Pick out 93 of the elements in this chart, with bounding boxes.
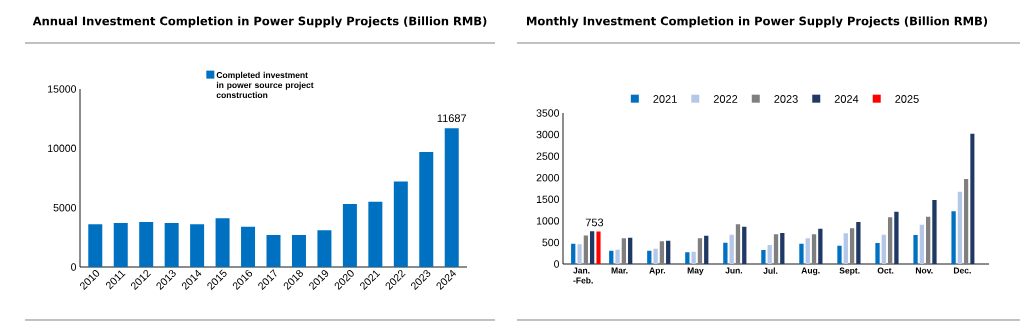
x-tick-label: Nov. bbox=[915, 267, 933, 274]
x-tick-label: Apr. bbox=[649, 267, 666, 276]
bar bbox=[970, 133, 975, 264]
bar bbox=[291, 234, 306, 267]
bar bbox=[368, 201, 383, 267]
legend-label: 2021 bbox=[653, 95, 677, 103]
y-tick-label: 10000 bbox=[48, 144, 77, 153]
bar bbox=[609, 250, 614, 264]
bar bbox=[767, 245, 772, 264]
bar bbox=[926, 216, 931, 264]
bar bbox=[691, 251, 696, 264]
y-tick-label: 1000 bbox=[536, 217, 560, 225]
bar bbox=[919, 224, 924, 264]
bar bbox=[799, 243, 804, 264]
bar bbox=[419, 151, 434, 267]
x-tick-label: Oct. bbox=[877, 267, 894, 274]
bar bbox=[932, 199, 937, 264]
bar bbox=[266, 234, 281, 267]
x-tick-label: Jan. -Feb. bbox=[573, 267, 593, 284]
bar bbox=[843, 233, 848, 264]
x-tick-label: Sept. bbox=[839, 267, 860, 276]
bar bbox=[583, 235, 588, 264]
bar bbox=[957, 191, 963, 264]
bar bbox=[190, 224, 205, 267]
bar bbox=[685, 252, 690, 264]
bar bbox=[818, 228, 823, 264]
x-tick-label: Aug. bbox=[801, 267, 820, 276]
bar bbox=[723, 242, 728, 264]
bar bbox=[729, 234, 734, 264]
bar bbox=[881, 234, 886, 264]
bar bbox=[621, 238, 627, 264]
bar bbox=[849, 228, 855, 264]
bar bbox=[647, 250, 652, 264]
bar bbox=[894, 211, 899, 264]
data-label: 11687 bbox=[437, 114, 467, 123]
chart-title: Monthly Investment Completion in Power Supply Projects (Billion RMB) bbox=[527, 16, 988, 28]
bar bbox=[88, 224, 103, 267]
chart-title: Annual Investment Completion in Power Supply Projects (Billion RMB) bbox=[32, 16, 487, 28]
bar bbox=[780, 232, 785, 264]
bar bbox=[735, 224, 741, 264]
data-label: 753 bbox=[585, 218, 604, 227]
legend-label: Completed investment in power source project construction bbox=[216, 71, 314, 99]
bar bbox=[951, 211, 956, 264]
bar bbox=[317, 230, 332, 267]
bar bbox=[596, 231, 601, 264]
bar bbox=[113, 223, 128, 267]
legend-label: 2025 bbox=[895, 95, 919, 103]
y-tick-label: 3000 bbox=[536, 130, 560, 139]
x-tick-label: Mar. bbox=[611, 267, 628, 274]
bar bbox=[875, 242, 880, 264]
x-tick-label: May bbox=[687, 267, 704, 276]
bar bbox=[139, 221, 154, 267]
legend-label: 2022 bbox=[713, 95, 738, 103]
y-tick-label: 3500 bbox=[536, 109, 560, 117]
legend-label: 2024 bbox=[834, 95, 859, 103]
bar bbox=[628, 237, 633, 264]
bar bbox=[571, 243, 576, 264]
y-tick-label: 0 bbox=[71, 263, 77, 271]
bar bbox=[342, 204, 357, 267]
bar bbox=[887, 217, 893, 264]
y-tick-label: 2000 bbox=[536, 174, 560, 182]
bar bbox=[164, 223, 179, 267]
bar bbox=[444, 128, 459, 267]
bar bbox=[704, 235, 709, 264]
bar bbox=[666, 240, 671, 264]
y-tick-label: 1500 bbox=[536, 195, 560, 204]
bar bbox=[241, 226, 256, 267]
y-tick-label: 5000 bbox=[53, 203, 77, 212]
y-tick-label: 500 bbox=[542, 238, 560, 247]
bar bbox=[589, 231, 595, 264]
bar bbox=[697, 238, 703, 264]
x-tick-label: Dec. bbox=[953, 267, 971, 274]
bar bbox=[761, 249, 766, 264]
bar bbox=[773, 234, 779, 264]
x-tick-label: Jul. bbox=[763, 267, 778, 274]
y-tick-label: 15000 bbox=[48, 85, 77, 93]
bar bbox=[215, 218, 230, 267]
legend-label: 2023 bbox=[774, 95, 798, 103]
y-tick-label: 0 bbox=[554, 260, 560, 268]
bar bbox=[742, 226, 747, 264]
bar bbox=[659, 241, 665, 264]
bar bbox=[653, 248, 658, 264]
bar bbox=[964, 179, 969, 264]
x-tick-label: Jun. bbox=[725, 267, 743, 274]
bar bbox=[856, 221, 861, 264]
bar bbox=[913, 235, 918, 264]
bar bbox=[837, 245, 842, 264]
bar bbox=[615, 249, 620, 264]
bar bbox=[577, 244, 582, 264]
bar bbox=[393, 181, 408, 267]
bar bbox=[811, 234, 817, 264]
y-tick-label: 2500 bbox=[536, 152, 560, 160]
bar bbox=[805, 238, 810, 264]
